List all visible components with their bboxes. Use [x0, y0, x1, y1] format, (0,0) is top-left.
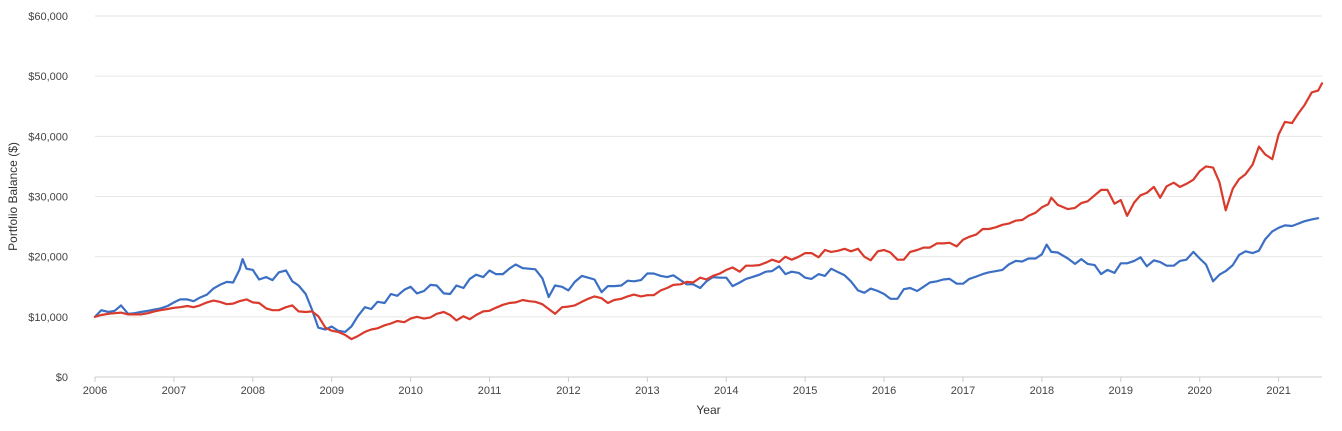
x-tick-label: 2014: [714, 385, 738, 397]
x-axis-title: Year: [696, 403, 720, 417]
y-tick-label: $10,000: [28, 312, 68, 324]
x-tick-label: 2016: [872, 385, 896, 397]
x-tick-label: 2006: [83, 385, 107, 397]
y-tick-label: $30,000: [28, 192, 68, 204]
x-tick-label: 2013: [635, 385, 659, 397]
series-line-2: [93, 82, 1324, 341]
series-lines: [93, 82, 1324, 341]
x-tick-label: 2018: [1030, 385, 1054, 397]
x-tick-label: 2020: [1187, 385, 1211, 397]
x-tick-label: 2021: [1266, 385, 1290, 397]
x-tick-label: 2019: [1109, 385, 1133, 397]
x-tick-label: 2015: [793, 385, 817, 397]
y-tick-label: $40,000: [28, 131, 68, 143]
y-axis-title: Portfolio Balance ($): [6, 142, 20, 251]
x-tick-label: 2017: [951, 385, 975, 397]
series-line-1: [93, 217, 1320, 333]
x-tick-label: 2009: [319, 385, 343, 397]
x-tick-label: 2007: [162, 385, 186, 397]
grid-lines: [95, 15, 1322, 378]
x-tick-label: 2008: [241, 385, 265, 397]
x-tick-label: 2011: [478, 385, 502, 397]
y-tick-label: $20,000: [28, 252, 68, 264]
y-tick-label: $60,000: [28, 11, 68, 23]
x-tick-label: 2012: [556, 385, 580, 397]
y-tick-label: $50,000: [28, 71, 68, 83]
y-tick-label: $0: [56, 372, 68, 384]
y-axis-ticks: $0 $10,000 $20,000 $30,000 $40,000 $50,000 $60…: [28, 11, 68, 384]
x-tick-label: 2010: [398, 385, 422, 397]
x-axis-ticks: 2006 2007 2008 2009 2010 2011 2012 2013 2014 2015…: [83, 377, 1291, 397]
